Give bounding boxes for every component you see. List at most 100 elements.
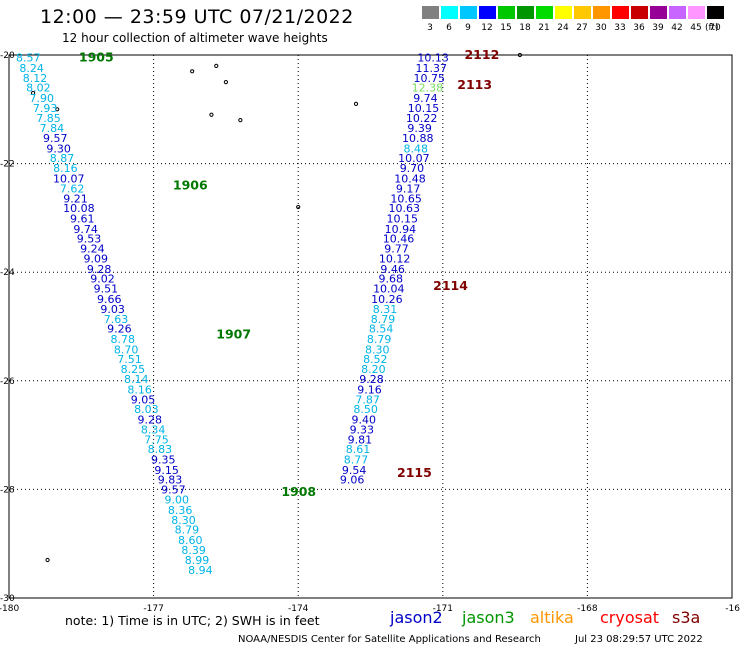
- wave-height-value: 12.38: [412, 82, 444, 95]
- wave-height-value: 8.36: [168, 504, 193, 517]
- wave-height-value: 8.03: [134, 403, 159, 416]
- island-outline: [30, 90, 36, 96]
- wave-height-value: 8.61: [346, 443, 371, 456]
- wave-height-value: 8.25: [121, 363, 146, 376]
- wave-height-value: 9.09: [84, 253, 109, 266]
- legend-label: 9: [465, 23, 471, 33]
- legend-swatch: [479, 6, 496, 19]
- island-outline: [517, 52, 523, 58]
- legend-label: 45: [690, 23, 702, 33]
- legend-swatch: [688, 6, 705, 19]
- island-outline: [45, 557, 50, 563]
- satellite-label: cryosat: [600, 608, 660, 627]
- wave-height-value: 9.16: [357, 383, 382, 396]
- wave-height-value: 9.03: [100, 303, 125, 316]
- wave-height-value: 9.74: [413, 92, 438, 105]
- wave-height-value: 9.54: [342, 464, 367, 477]
- wave-height-value: 8.24: [19, 62, 44, 75]
- wave-height-value: 8.30: [365, 343, 390, 356]
- wave-height-value: 10.12: [379, 253, 411, 266]
- wave-height-value: 7.84: [40, 122, 65, 135]
- island-outline: [238, 118, 243, 123]
- legend-swatch: [631, 6, 648, 19]
- legend-label: 12: [481, 23, 493, 33]
- legend-label: 6: [446, 23, 452, 33]
- wave-height-value: 7.51: [117, 353, 142, 366]
- pass-time-label: 2113: [457, 77, 492, 92]
- wave-height-value: 9.70: [400, 162, 425, 175]
- map-subtitle: 12 hour collection of altimeter wave hei…: [62, 31, 328, 45]
- wave-height-value: 10.07: [398, 152, 430, 165]
- legend-label: 30: [595, 23, 607, 33]
- wave-height-value: 8.31: [373, 303, 398, 316]
- wave-height-value: 8.94: [188, 564, 213, 577]
- wave-height-value: 9.74: [73, 223, 98, 236]
- wave-height-value: 10.15: [408, 102, 440, 115]
- wave-height-value: 9.05: [131, 393, 156, 406]
- legend-label: 36: [633, 23, 645, 33]
- wave-height-value: 10.26: [371, 293, 403, 306]
- footer-note: note: 1) Time is in UTC; 2) SWH is in fe…: [65, 613, 320, 628]
- lon-label: -174: [288, 604, 309, 614]
- wave-height-value: 8.02: [26, 82, 51, 95]
- legend-label: 27: [576, 23, 588, 33]
- legend-label: 3: [427, 23, 433, 33]
- wave-height-value: 9.51: [94, 282, 119, 295]
- wave-height-value: 7.85: [36, 112, 61, 125]
- wave-height-value: 8.52: [363, 353, 388, 366]
- wave-height-value: 9.21: [63, 192, 88, 205]
- legend-label: 15: [500, 23, 512, 33]
- satellite-label: jason3: [462, 608, 515, 627]
- lat-label: -22: [0, 160, 15, 170]
- island-outline: [214, 63, 219, 68]
- wave-height-value: 9.57: [161, 483, 186, 496]
- wave-height-value: 9.61: [70, 212, 95, 225]
- wave-height-value: 9.02: [90, 273, 115, 286]
- lat-label: -24: [0, 268, 15, 278]
- wave-height-value: 10.63: [388, 202, 420, 215]
- island-outline: [353, 101, 359, 106]
- wave-height-value: 9.26: [107, 323, 132, 336]
- wave-height-value: 8.79: [367, 333, 392, 346]
- wave-height-value: 9.00: [164, 494, 189, 507]
- wave-height-value: 8.99: [185, 554, 210, 567]
- wave-height-value: 9.15: [154, 464, 179, 477]
- wave-height-value: 9.28: [137, 413, 162, 426]
- wave-height-value: 10.46: [383, 233, 415, 246]
- satellite-label: s3a: [672, 608, 701, 627]
- lon-label: -180: [0, 604, 19, 614]
- legend-swatch: [669, 6, 686, 19]
- wave-height-value: 8.77: [344, 454, 369, 467]
- wave-height-value: 8.79: [371, 313, 396, 326]
- map-title: 12:00 — 23:59 UTC 07/21/2022: [40, 6, 354, 28]
- lat-label: -28: [0, 485, 15, 495]
- wave-height-value: 8.34: [141, 424, 166, 437]
- lon-label: -171: [433, 604, 453, 614]
- legend-swatch: [536, 6, 553, 19]
- wave-height-value: 10.15: [387, 212, 419, 225]
- island-outline: [223, 80, 228, 85]
- wave-height-value: 11.37: [415, 62, 447, 75]
- wave-height-value: 8.48: [404, 142, 429, 155]
- footer-timestamp: Jul 23 08:29:57 UTC 2022: [575, 634, 703, 645]
- wave-height-value: 10.04: [373, 282, 405, 295]
- legend-label: 33: [614, 23, 626, 33]
- map-frame: [8, 54, 733, 599]
- lon-label: -177: [143, 604, 163, 614]
- lon-label: -168: [577, 604, 598, 614]
- wave-height-value: 8.83: [148, 443, 173, 456]
- legend-label: 42: [671, 23, 683, 33]
- wave-height-value: 9.06: [340, 474, 365, 487]
- wave-height-value: 7.90: [30, 92, 55, 105]
- wave-height-value: 9.46: [380, 263, 405, 276]
- wave-height-value: 9.68: [378, 273, 403, 286]
- island-outline: [296, 204, 301, 210]
- wave-height-value: 7.93: [33, 102, 58, 115]
- wave-height-value: 10.48: [394, 172, 426, 185]
- wave-height-value: 10.75: [414, 72, 446, 85]
- wave-height-value: 9.83: [158, 474, 183, 487]
- wave-height-value: 8.79: [175, 524, 200, 537]
- wave-height-value: 7.75: [144, 433, 169, 446]
- legend-swatch: [460, 6, 477, 19]
